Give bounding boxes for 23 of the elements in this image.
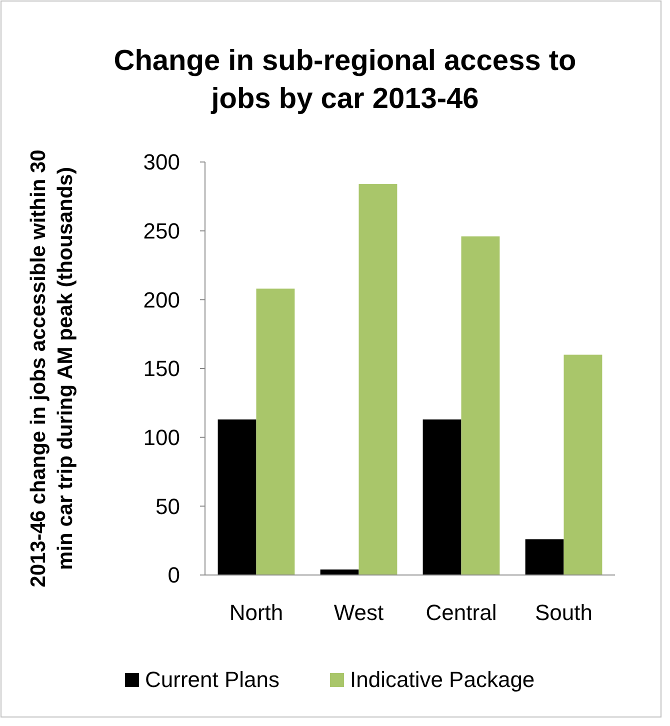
bar — [256, 288, 295, 575]
chart-title: Change in sub-regional access to jobs by car 2013-46 — [114, 45, 576, 115]
bar — [525, 539, 564, 575]
y-tick-label: 50 — [156, 494, 180, 519]
legend-label: Indicative Package — [350, 667, 535, 692]
x-tick-label: South — [535, 600, 592, 625]
bar — [358, 184, 398, 575]
x-tick-label: Central — [426, 600, 497, 625]
x-tick-label: West — [334, 600, 384, 625]
y-tick-label: 100 — [143, 425, 180, 450]
y-axis-title: 2013-46 change in jobs accessible within 30 min car trip during AM peak (thousands) — [27, 150, 77, 588]
y-tick-label: 300 — [143, 150, 180, 175]
bar — [422, 419, 462, 575]
y-tick-label: 250 — [143, 218, 180, 244]
bar — [218, 419, 256, 575]
x-tick-label: North — [229, 600, 284, 625]
y-tick-label: 200 — [143, 287, 180, 312]
bar — [564, 354, 602, 575]
legend-label: Current Plans — [145, 667, 280, 692]
y-tick-label: 0 — [168, 562, 180, 588]
y-tick-label: 150 — [143, 356, 180, 382]
bar — [461, 236, 500, 575]
bar — [320, 569, 359, 575]
